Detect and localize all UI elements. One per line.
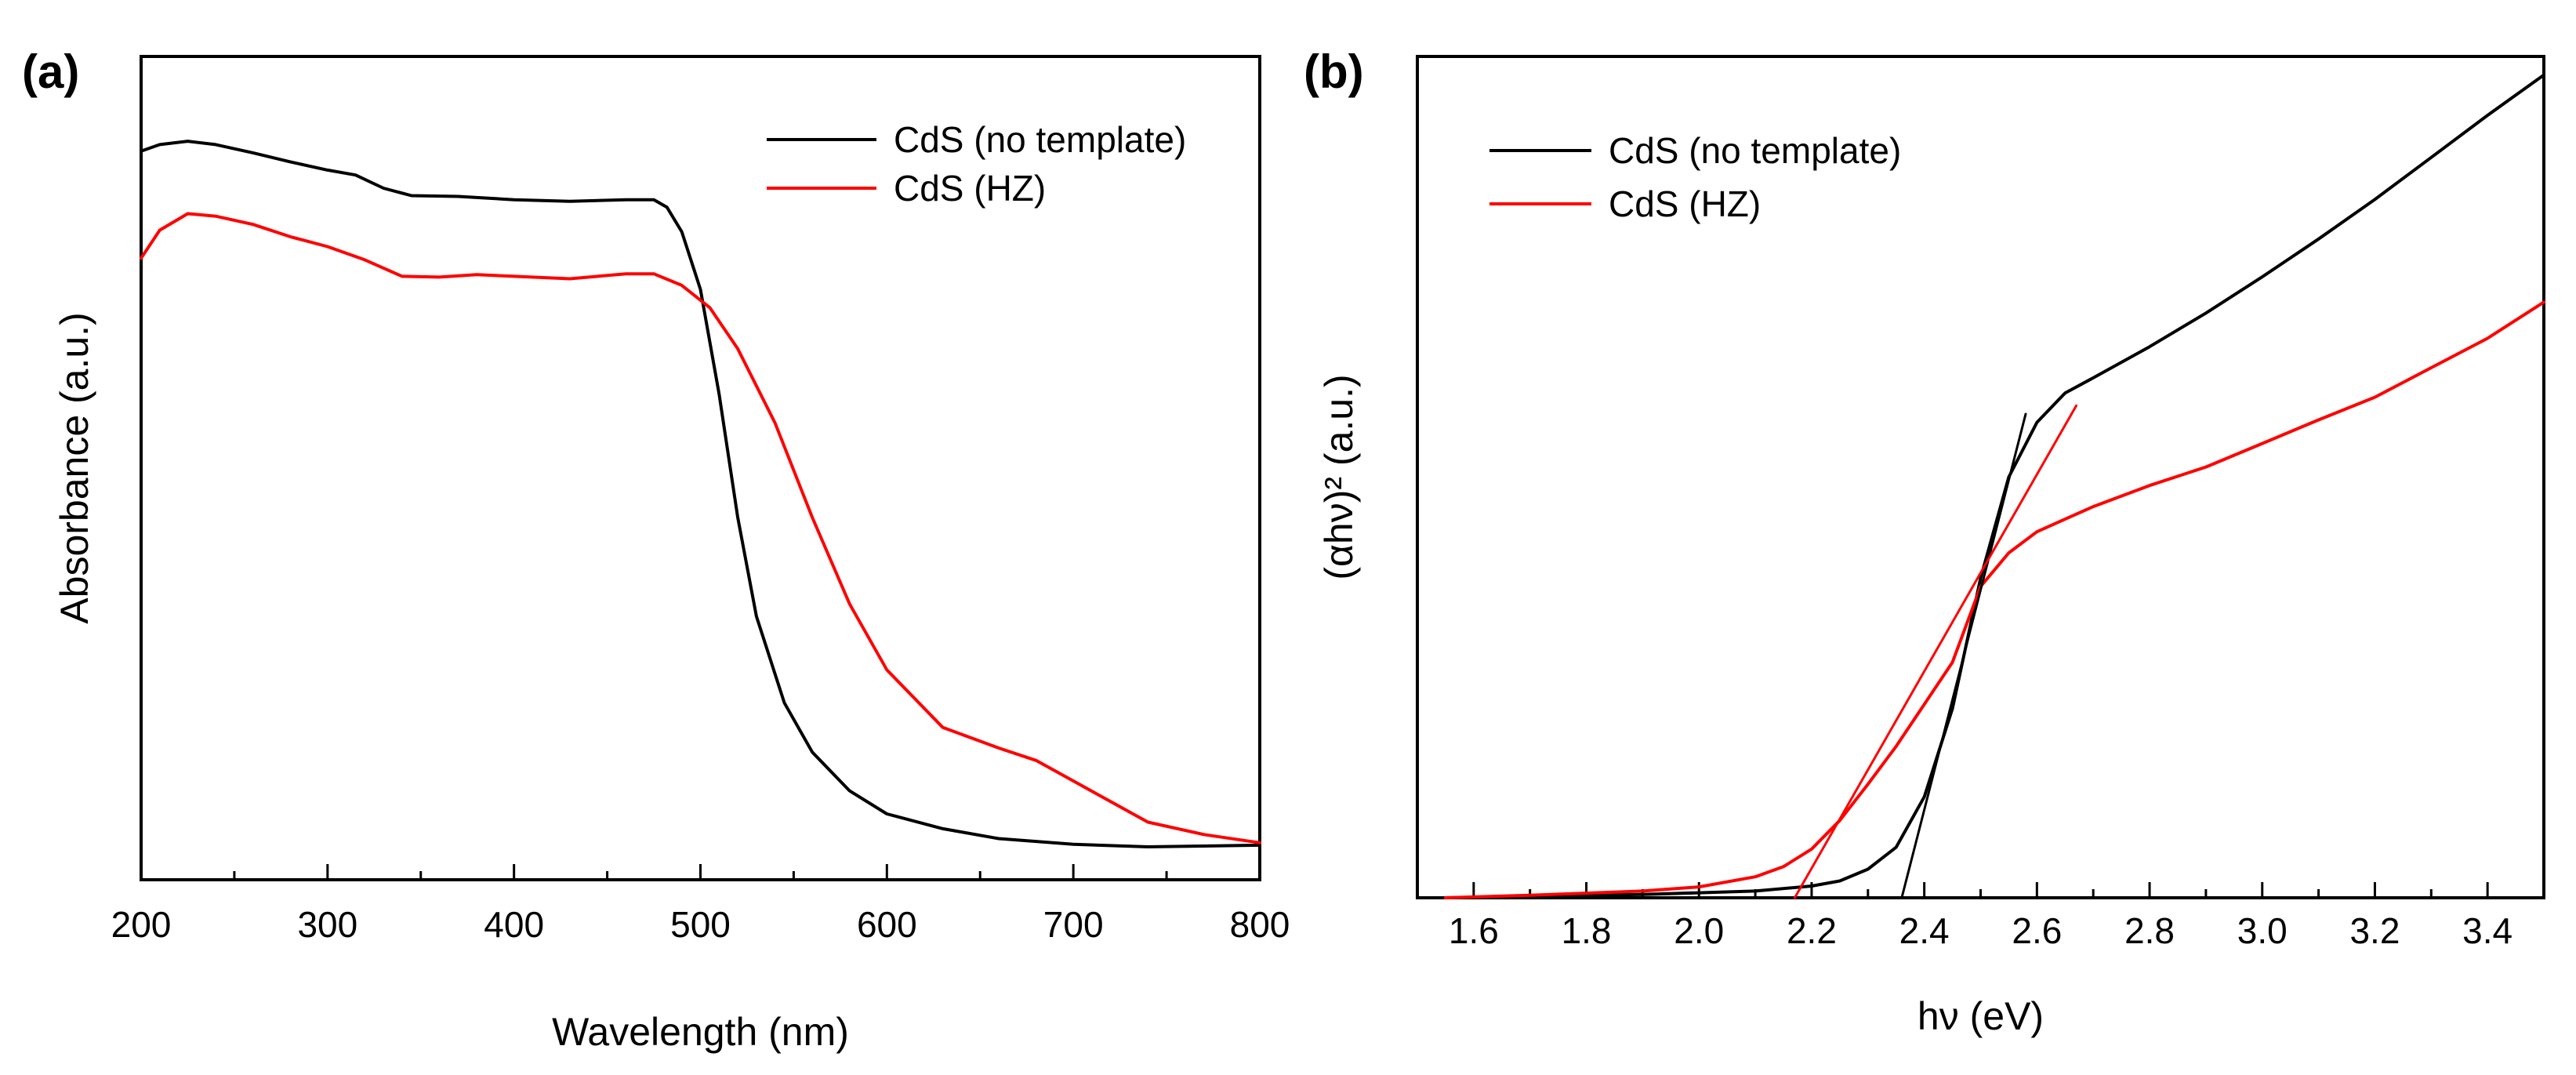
x-axis-label: hν (eV)	[1917, 994, 2044, 1038]
x-tick-label: 2.0	[1674, 910, 1724, 951]
tangent-line	[1793, 404, 2078, 899]
x-tick-label: 1.8	[1562, 910, 1612, 951]
tangent-line	[1900, 412, 2027, 899]
x-tick-label: 2.2	[1787, 910, 1837, 951]
series-line	[140, 140, 1261, 848]
x-tick-label: 3.0	[2237, 910, 2288, 951]
series-line	[1443, 300, 2545, 899]
x-tick-label: 700	[1043, 904, 1104, 945]
x-tick-label: 3.2	[2349, 910, 2400, 951]
x-tick-label: 1.6	[1449, 910, 1499, 951]
panel-label: (a)	[22, 45, 79, 98]
series-line	[140, 212, 1261, 844]
y-axis-label: Absorbance (a.u.)	[53, 312, 96, 623]
y-axis-label: (αhν)² (a.u.)	[1317, 374, 1361, 579]
chart-panel-a: (a) 200 300 400 500 600 700 800 Wavelength (nm) A…	[22, 45, 1290, 1054]
legend-label: CdS (no template)	[894, 119, 1186, 160]
x-tick-label: 2.4	[1899, 910, 1950, 951]
x-tick-label: 300	[297, 904, 357, 945]
x-tick-label: 2.8	[2124, 910, 2175, 951]
plot-frame	[1416, 55, 2545, 899]
x-tick-label: 400	[484, 904, 544, 945]
x-tick-label: 800	[1230, 904, 1290, 945]
x-tick-label: 500	[670, 904, 731, 945]
legend-label: CdS (no template)	[1609, 130, 1901, 171]
panel-label: (b)	[1304, 45, 1364, 98]
plot-frame	[140, 55, 1261, 881]
legend-label: CdS (HZ)	[1609, 183, 1761, 224]
series-line	[1443, 73, 2545, 899]
x-tick-label: 3.4	[2462, 910, 2513, 951]
chart-panel-b: (b) 1.6 1.8 2.0 2.2 2.4 2.6 2.8 3.0 3.2 3.4 hν (eV)…	[1304, 45, 2545, 1038]
x-tick-label: 2.6	[2012, 910, 2062, 951]
x-axis-label: Wavelength (nm)	[552, 1010, 849, 1054]
x-tick-label: 600	[857, 904, 917, 945]
x-tick-label: 200	[111, 904, 172, 945]
legend-label: CdS (HZ)	[894, 168, 1046, 209]
